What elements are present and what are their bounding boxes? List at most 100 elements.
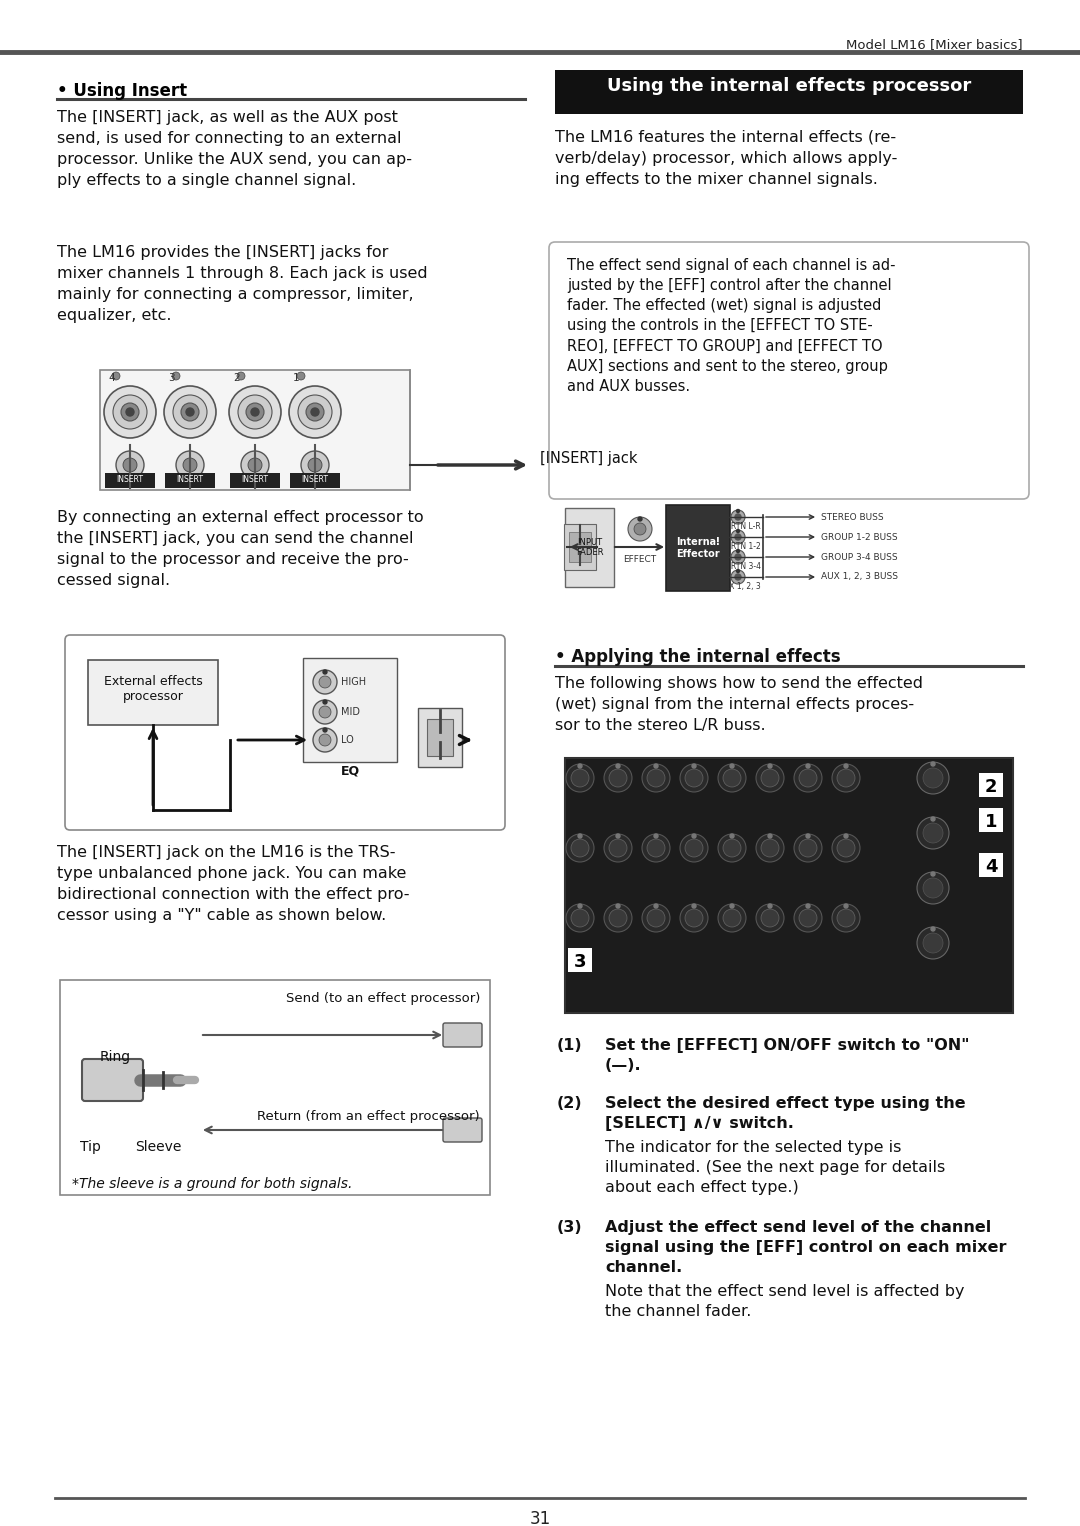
Circle shape (616, 903, 620, 908)
Text: 1: 1 (985, 813, 997, 832)
Text: STEREO BUSS: STEREO BUSS (821, 513, 883, 522)
Text: • Applying the internal effects: • Applying the internal effects (555, 649, 840, 665)
Text: • Using Insert: • Using Insert (57, 82, 187, 101)
Circle shape (794, 835, 822, 862)
Circle shape (248, 458, 262, 472)
FancyBboxPatch shape (303, 658, 397, 761)
Text: 3: 3 (168, 372, 175, 383)
Text: Model LM16 [Mixer basics]: Model LM16 [Mixer basics] (847, 38, 1023, 50)
Text: INSERT: INSERT (176, 476, 203, 484)
Circle shape (832, 903, 860, 932)
Circle shape (685, 839, 703, 858)
Text: Send (to an effect processor): Send (to an effect processor) (285, 992, 480, 1006)
Circle shape (718, 903, 746, 932)
Text: Sleeve: Sleeve (135, 1140, 181, 1154)
Text: GROUP 1-2 BUSS: GROUP 1-2 BUSS (821, 533, 897, 542)
Circle shape (735, 514, 741, 520)
FancyBboxPatch shape (82, 1059, 143, 1100)
Circle shape (113, 395, 147, 429)
Circle shape (931, 816, 935, 821)
Circle shape (319, 734, 330, 746)
Circle shape (843, 835, 848, 838)
Circle shape (731, 571, 745, 584)
Circle shape (730, 903, 734, 908)
Text: (2): (2) (557, 1096, 582, 1111)
Circle shape (647, 839, 665, 858)
Circle shape (837, 909, 855, 926)
FancyBboxPatch shape (978, 853, 1003, 877)
Circle shape (627, 517, 652, 542)
Text: INSERT: INSERT (242, 476, 269, 484)
Text: The LM16 features the internal effects (re-
verb/delay) processor, which allows : The LM16 features the internal effects (… (555, 130, 897, 188)
Circle shape (794, 765, 822, 792)
Circle shape (289, 386, 341, 438)
Circle shape (616, 765, 620, 768)
FancyBboxPatch shape (568, 948, 592, 972)
Text: GROUP 3-4 BUSS: GROUP 3-4 BUSS (821, 552, 897, 562)
Circle shape (571, 769, 589, 787)
Circle shape (735, 534, 741, 540)
Circle shape (571, 839, 589, 858)
Circle shape (756, 765, 784, 792)
Circle shape (319, 707, 330, 719)
Circle shape (609, 909, 627, 926)
Circle shape (680, 765, 708, 792)
Circle shape (104, 386, 156, 438)
Circle shape (238, 395, 272, 429)
Text: EFF RTN AUX 1, 2, 3: EFF RTN AUX 1, 2, 3 (685, 581, 761, 591)
Circle shape (756, 903, 784, 932)
Text: LO: LO (341, 736, 354, 745)
Circle shape (654, 835, 658, 838)
Circle shape (794, 903, 822, 932)
FancyBboxPatch shape (443, 1119, 482, 1141)
Circle shape (832, 835, 860, 862)
Circle shape (761, 909, 779, 926)
Circle shape (313, 728, 337, 752)
FancyBboxPatch shape (565, 758, 1013, 1013)
Text: 31: 31 (529, 1511, 551, 1526)
Circle shape (237, 372, 245, 380)
Text: The LM16 provides the [INSERT] jacks for
mixer channels 1 through 8. Each jack i: The LM16 provides the [INSERT] jacks for… (57, 246, 428, 324)
Circle shape (685, 769, 703, 787)
Circle shape (768, 765, 772, 768)
FancyBboxPatch shape (65, 635, 505, 830)
Circle shape (917, 761, 949, 794)
Circle shape (176, 452, 204, 479)
Text: EFF RTN 3-4: EFF RTN 3-4 (715, 562, 761, 571)
Circle shape (843, 903, 848, 908)
Text: (1): (1) (557, 1038, 582, 1053)
Text: Select the desired effect type using the
[SELECT] ∧/∨ switch.: Select the desired effect type using the… (605, 1096, 966, 1131)
Circle shape (832, 765, 860, 792)
Circle shape (731, 530, 745, 543)
Circle shape (692, 765, 696, 768)
Circle shape (251, 407, 259, 417)
Circle shape (923, 823, 943, 842)
Circle shape (298, 395, 332, 429)
Circle shape (183, 458, 197, 472)
Circle shape (313, 670, 337, 694)
FancyBboxPatch shape (549, 243, 1029, 499)
FancyBboxPatch shape (165, 473, 215, 488)
Circle shape (761, 769, 779, 787)
Circle shape (229, 386, 281, 438)
FancyBboxPatch shape (105, 473, 156, 488)
Text: By connecting an external effect processor to
the [INSERT] jack, you can send th: By connecting an external effect process… (57, 510, 423, 588)
Text: The [INSERT] jack on the LM16 is the TRS-
type unbalanced phone jack. You can ma: The [INSERT] jack on the LM16 is the TRS… (57, 845, 409, 923)
Circle shape (723, 909, 741, 926)
Circle shape (323, 700, 327, 703)
Text: INSERT: INSERT (117, 476, 144, 484)
Text: AUX 1, 2, 3 BUSS: AUX 1, 2, 3 BUSS (821, 572, 897, 581)
Circle shape (917, 926, 949, 958)
Circle shape (680, 835, 708, 862)
Circle shape (737, 549, 740, 552)
Text: [INSERT] jack: [INSERT] jack (540, 450, 637, 465)
FancyBboxPatch shape (978, 807, 1003, 832)
Text: Internal
Effector: Internal Effector (676, 537, 719, 559)
Text: 4: 4 (108, 372, 114, 383)
Circle shape (164, 386, 216, 438)
Circle shape (923, 768, 943, 787)
Text: EFFECT: EFFECT (623, 555, 657, 565)
Text: External effects
processor: External effects processor (104, 674, 202, 703)
Circle shape (647, 769, 665, 787)
Circle shape (680, 903, 708, 932)
